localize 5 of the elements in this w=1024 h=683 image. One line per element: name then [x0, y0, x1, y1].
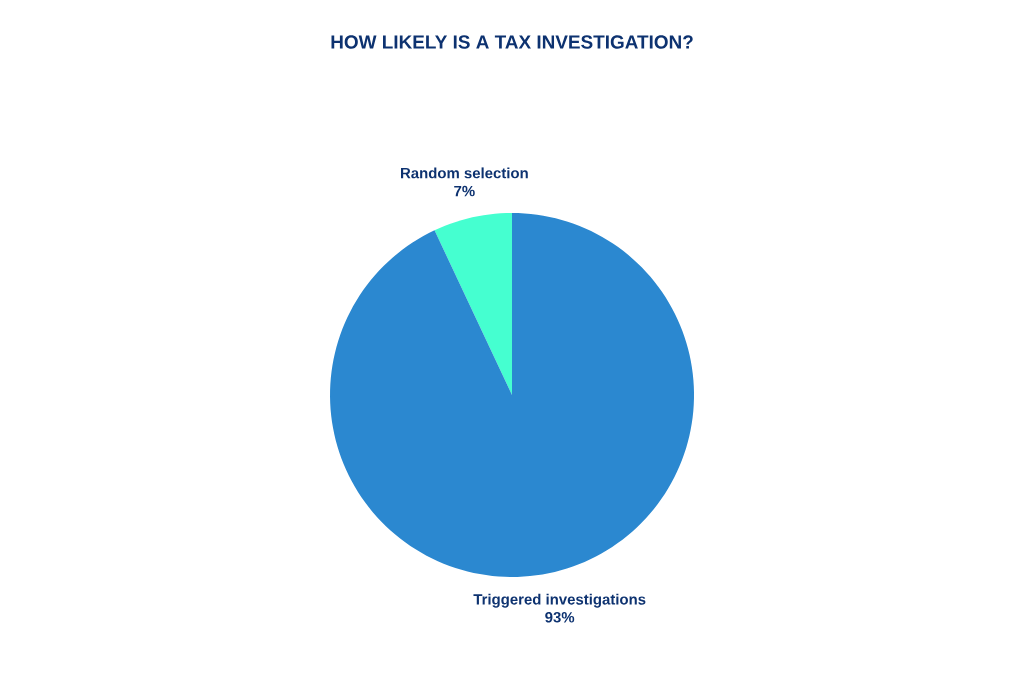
- chart-title: HOW LIKELY IS A TAX INVESTIGATION?: [331, 35, 693, 49]
- slice-label: Random selection: [401, 167, 528, 179]
- data-label: 7%: [454, 185, 475, 197]
- slice-label: Triggered investigations: [473, 593, 646, 608]
- data-label: 93%: [545, 611, 575, 623]
